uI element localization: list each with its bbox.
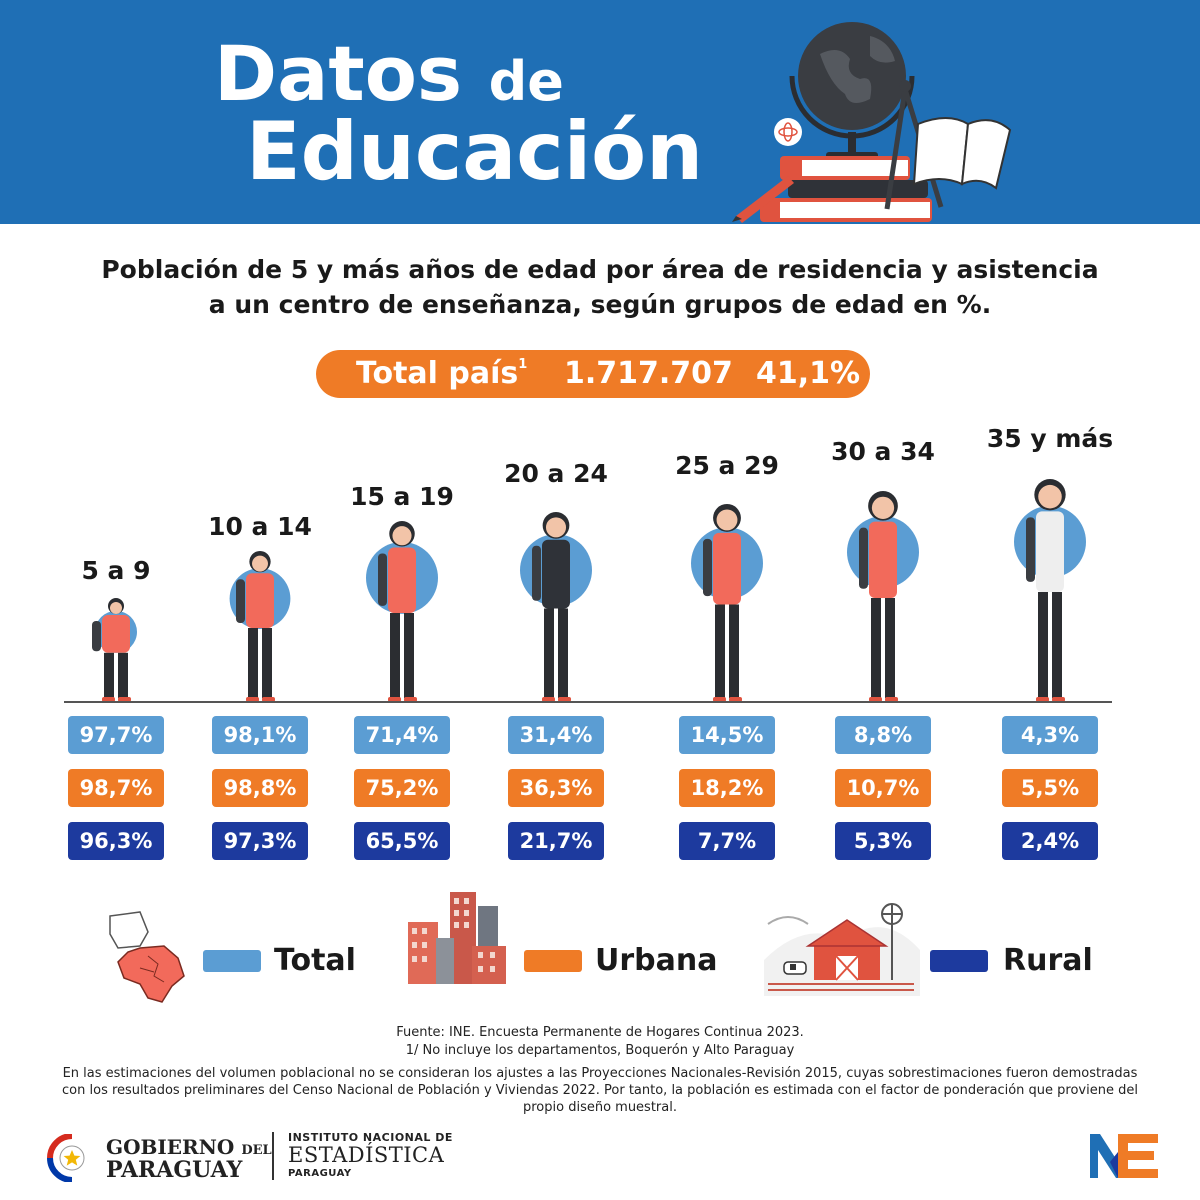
value-box-rural: 2,4% bbox=[1002, 822, 1098, 860]
paraguay-map-icon bbox=[109, 911, 185, 1003]
student-figure-icon bbox=[229, 551, 291, 702]
student-figure-icon bbox=[520, 512, 592, 702]
legend-label-urbana: Urbana bbox=[595, 943, 718, 978]
page-title-line1: Datos de bbox=[214, 29, 564, 118]
legend-label-rural: Rural bbox=[1003, 943, 1093, 978]
city-buildings-icon bbox=[408, 892, 506, 984]
legend-swatch-urbana bbox=[524, 950, 582, 972]
value-box-urbana: 5,5% bbox=[1002, 769, 1098, 807]
total-percent: 41,1% bbox=[756, 356, 861, 391]
footer-source: Fuente: INE. Encuesta Permanente de Hoga… bbox=[396, 1025, 804, 1058]
value-box-rural: 21,7% bbox=[508, 822, 604, 860]
age-group-label: 5 a 9 bbox=[81, 556, 151, 585]
value-box-rural: 96,3% bbox=[68, 822, 164, 860]
logo-divider bbox=[272, 1132, 274, 1180]
value-box-total: 97,7% bbox=[68, 716, 164, 754]
value-box-urbana: 98,7% bbox=[68, 769, 164, 807]
legend-swatch-total bbox=[203, 950, 261, 972]
value-box-total: 71,4% bbox=[354, 716, 450, 754]
value-box-total: 8,8% bbox=[835, 716, 931, 754]
gob-line2: PARAGUAY bbox=[106, 1157, 243, 1183]
age-group-label: 35 y más bbox=[986, 424, 1114, 453]
globe-books-icon bbox=[732, 22, 1012, 223]
value-box-urbana: 36,3% bbox=[508, 769, 604, 807]
footer-methodology-note: En las estimaciones del volumen poblacio… bbox=[62, 1066, 1138, 1115]
total-population: 1.717.707 bbox=[564, 356, 733, 391]
student-figure-icon bbox=[92, 598, 137, 702]
total-country-pill: Total país1 1.717.707 41,1% bbox=[316, 350, 870, 398]
value-box-urbana: 98,8% bbox=[212, 769, 308, 807]
value-box-rural: 97,3% bbox=[212, 822, 308, 860]
ine-line3: PARAGUAY bbox=[288, 1168, 352, 1179]
value-box-urbana: 10,7% bbox=[835, 769, 931, 807]
student-figure-icon bbox=[1014, 479, 1086, 702]
header-banner: Datos de Educación bbox=[0, 0, 1200, 224]
value-box-total: 31,4% bbox=[508, 716, 604, 754]
student-figure-icon bbox=[847, 491, 919, 702]
student-figure-icon bbox=[691, 504, 763, 702]
gobierno-paraguay-logo: GOBIERNO DEL PARAGUAY bbox=[44, 1130, 274, 1186]
gob-line1: GOBIERNO DEL bbox=[106, 1135, 272, 1159]
legend-label-total: Total bbox=[274, 943, 356, 978]
age-group-label: 20 a 24 bbox=[504, 459, 608, 488]
farm-barn-icon bbox=[764, 903, 920, 996]
total-label: Total país1 bbox=[356, 356, 528, 391]
value-box-urbana: 75,2% bbox=[354, 769, 450, 807]
ground-line bbox=[64, 701, 1112, 703]
value-box-total: 98,1% bbox=[212, 716, 308, 754]
paraguay-seal-icon bbox=[47, 1134, 85, 1182]
value-box-total: 14,5% bbox=[679, 716, 775, 754]
age-group-label: 10 a 14 bbox=[208, 512, 312, 541]
age-group-label: 15 a 19 bbox=[350, 482, 454, 511]
value-box-rural: 5,3% bbox=[835, 822, 931, 860]
chart-subtitle: Población de 5 y más años de edad por ár… bbox=[101, 255, 1099, 319]
ine-ne-logo bbox=[1090, 1134, 1158, 1178]
page-title-line2: Educación bbox=[246, 105, 704, 198]
value-box-total: 4,3% bbox=[1002, 716, 1098, 754]
legend-swatch-rural bbox=[930, 950, 988, 972]
value-box-urbana: 18,2% bbox=[679, 769, 775, 807]
value-box-rural: 65,5% bbox=[354, 822, 450, 860]
age-group-label: 25 a 29 bbox=[675, 451, 779, 480]
ine-line2: ESTADÍSTICA bbox=[288, 1143, 445, 1167]
student-figure-icon bbox=[366, 521, 438, 702]
value-box-rural: 7,7% bbox=[679, 822, 775, 860]
ine-line1: INSTITUTO NACIONAL DE bbox=[288, 1131, 453, 1144]
age-group-label: 30 a 34 bbox=[831, 437, 935, 466]
